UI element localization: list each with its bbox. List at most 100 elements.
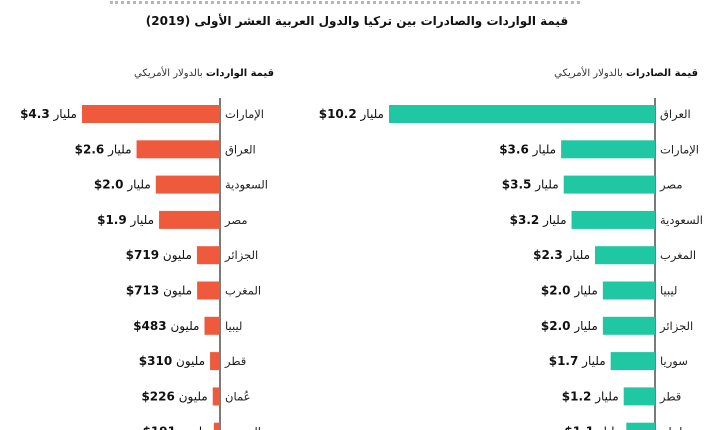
- exports-bar: [595, 246, 655, 265]
- imports-value-number: $2.6: [75, 142, 105, 156]
- exports-value-number: $2.3: [533, 248, 563, 262]
- imports-chart: الإمارات $4.3 مليار العراق $2.6 مليار السعود…: [20, 98, 268, 430]
- exports-bar: [626, 422, 655, 430]
- exports-category-label: السعودية: [660, 213, 703, 228]
- imports-bar: [159, 210, 220, 229]
- exports-label-rest: بالدولار الأمريكي: [554, 68, 626, 79]
- exports-category-label: العراق: [660, 107, 691, 122]
- exports-value-number: $1.1: [564, 425, 594, 430]
- exports-value-label: $3.2 مليار: [510, 213, 567, 228]
- exports-category-label: المغرب: [660, 248, 696, 263]
- exports-value-label: $10.2 مليار: [319, 107, 384, 122]
- exports-value-unit: مليار: [531, 178, 558, 193]
- exports-value-number: $3.2: [510, 213, 540, 227]
- imports-bar: [155, 175, 220, 194]
- imports-value-number: $310: [139, 354, 172, 368]
- imports-category-label: البحرين: [225, 425, 261, 430]
- imports-bar: [213, 422, 220, 430]
- exports-label-bold: قيمة الصادرات: [625, 68, 698, 79]
- imports-value-label: $191 مليون: [143, 425, 209, 430]
- imports-value-unit: مليار: [104, 142, 131, 157]
- imports-value-unit: مليون: [172, 354, 205, 369]
- imports-value-label: $713 مليون: [126, 284, 192, 299]
- exports-category-label: الإمارات: [660, 142, 699, 157]
- imports-panel-label: قيمة الواردات بالدولار الأمريكي: [134, 68, 274, 79]
- imports-category-label: الجزائر: [224, 248, 258, 263]
- exports-value-unit: مليار: [563, 248, 590, 263]
- exports-value-number: $1.7: [549, 354, 579, 368]
- exports-category-label: قطر: [659, 389, 681, 404]
- imports-value-number: $713: [126, 284, 159, 298]
- exports-value-label: $3.6 مليار: [499, 142, 556, 157]
- imports-value-label: $310 مليون: [139, 354, 205, 369]
- imports-bar: [196, 246, 220, 265]
- exports-value-label: $2.0 مليار: [541, 319, 598, 334]
- imports-category-label: عُمان: [225, 389, 250, 403]
- exports-value-label: $3.5 مليار: [502, 178, 559, 193]
- exports-value-unit: مليار: [578, 354, 605, 369]
- exports-category-label: الجزائر: [659, 319, 693, 334]
- imports-value-label: $2.6 مليار: [75, 142, 132, 157]
- imports-category-label: المغرب: [225, 284, 261, 299]
- exports-value-unit: مليار: [594, 425, 621, 430]
- imports-value-label: $2.0 مليار: [94, 178, 151, 193]
- imports-value-unit: مليون: [167, 319, 200, 334]
- imports-value-number: $191: [143, 425, 176, 430]
- exports-value-label: $1.7 مليار: [549, 354, 606, 369]
- imports-value-label: $4.3 مليار: [20, 107, 77, 122]
- exports-value-number: $1.2: [562, 389, 592, 403]
- exports-value-label: $1.2 مليار: [562, 389, 619, 404]
- imports-label-rest: بالدولار الأمريكي: [134, 68, 206, 79]
- imports-value-unit: مليار: [124, 178, 151, 193]
- exports-bar: [563, 175, 655, 194]
- imports-value-unit: مليون: [175, 389, 208, 404]
- exports-value-number: $2.0: [541, 284, 571, 298]
- cropped-headline: [110, 0, 580, 4]
- exports-value-unit: مليار: [571, 284, 598, 299]
- imports-category-label: مصر: [224, 213, 247, 228]
- imports-category-label: العراق: [225, 142, 256, 157]
- imports-value-label: $1.9 مليار: [97, 213, 154, 228]
- imports-value-label: $226 مليون: [141, 389, 207, 404]
- imports-bar: [136, 140, 220, 159]
- imports-value-unit: مليار: [127, 213, 154, 228]
- exports-value-label: $2.3 مليار: [533, 248, 590, 263]
- exports-value-unit: مليار: [571, 319, 598, 334]
- imports-category-label: قطر: [224, 354, 246, 369]
- imports-value-unit: مليون: [176, 425, 209, 430]
- exports-category-label: سوريا: [660, 354, 688, 369]
- imports-value-number: $2.0: [94, 178, 124, 192]
- exports-category-label: لبنان: [660, 425, 682, 430]
- exports-value-number: $2.0: [541, 319, 571, 333]
- page-title: قيمة الواردات والصادرات بين تركيا والدول…: [145, 14, 569, 28]
- exports-value-number: $10.2: [319, 107, 357, 121]
- imports-category-label: السعودية: [225, 178, 268, 193]
- exports-bar: [602, 281, 655, 300]
- imports-category-label: الإمارات: [225, 107, 264, 122]
- imports-label-bold: قيمة الواردات: [205, 68, 274, 79]
- imports-value-label: $483 مليون: [133, 319, 199, 334]
- imports-category-label: ليبيا: [225, 319, 242, 333]
- imports-value-number: $1.9: [97, 213, 127, 227]
- exports-bar: [623, 387, 655, 406]
- exports-value-number: $3.5: [502, 178, 532, 192]
- exports-value-label: $2.0 مليار: [541, 284, 598, 299]
- exports-value-unit: مليار: [357, 107, 384, 122]
- exports-value-unit: مليار: [591, 389, 618, 404]
- exports-bar: [610, 352, 655, 371]
- exports-bar: [389, 105, 655, 123]
- exports-chart: العراق $10.2 مليار الإمارات $3.6 مليار مصر $3…: [319, 98, 703, 430]
- imports-bar: [197, 281, 220, 300]
- exports-value-number: $3.6: [499, 142, 529, 156]
- imports-value-number: $483: [133, 319, 166, 333]
- exports-value-unit: مليار: [539, 213, 566, 228]
- imports-value-number: $226: [141, 389, 174, 403]
- imports-bar: [212, 387, 220, 406]
- exports-bar: [561, 140, 655, 159]
- imports-value-unit: مليون: [159, 284, 192, 299]
- exports-category-label: مصر: [659, 178, 682, 193]
- exports-bar: [602, 316, 655, 335]
- exports-category-label: ليبيا: [660, 284, 677, 298]
- exports-value-label: $1.1 مليار: [564, 425, 621, 430]
